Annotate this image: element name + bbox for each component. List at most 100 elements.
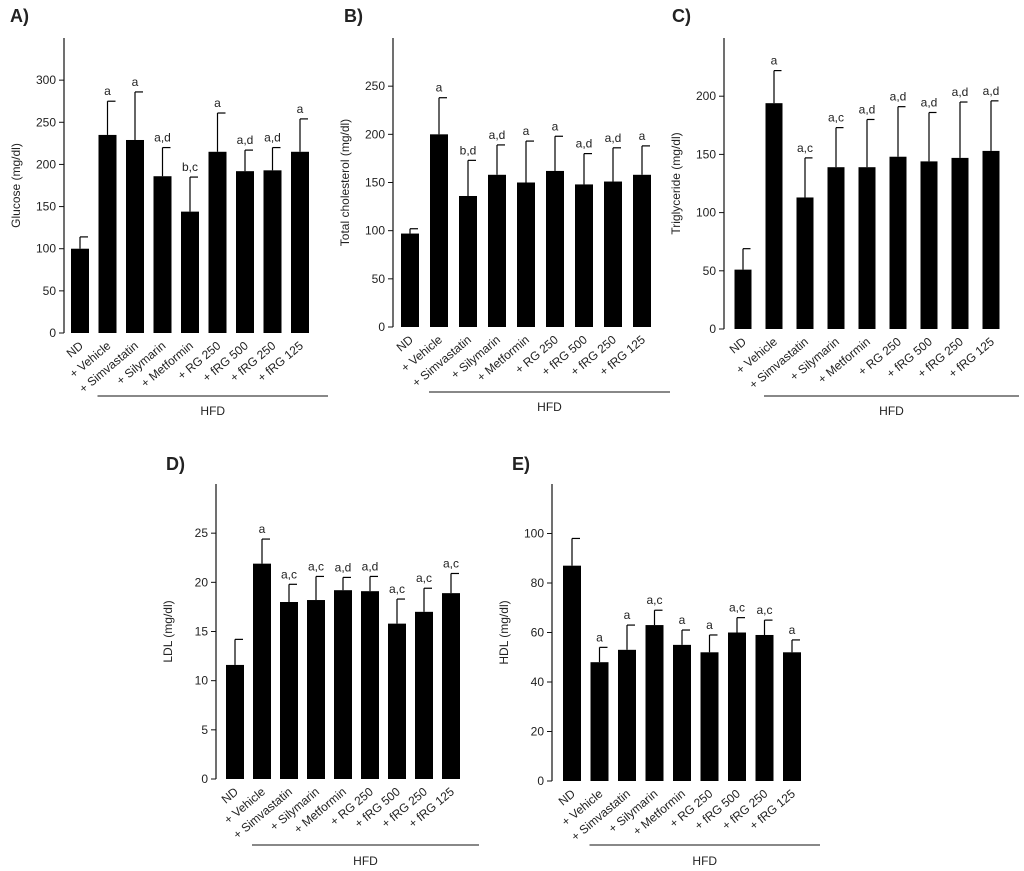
y-tick-label: 150 <box>365 176 385 190</box>
bar <box>226 664 244 779</box>
bar <box>98 134 117 333</box>
bar <box>442 593 460 779</box>
bar <box>604 181 622 327</box>
bar <box>361 591 379 779</box>
bar <box>673 644 691 781</box>
significance-label: b,c <box>182 160 198 174</box>
significance-label: a <box>596 630 603 644</box>
significance-label: a <box>624 608 631 622</box>
bar <box>796 197 814 329</box>
significance-label: a <box>523 124 530 138</box>
bar <box>827 167 845 329</box>
y-tick-label: 200 <box>365 127 385 141</box>
bar <box>951 157 969 329</box>
bar <box>982 150 1000 329</box>
chart-panel: B) 0 50 100 150 200 250 Total cholesterol (mg/d… <box>338 6 670 414</box>
y-tick-label: 100 <box>365 224 385 238</box>
y-axis-label: Triglyceride (mg/dl) <box>669 132 683 234</box>
y-tick-label: 15 <box>195 625 209 639</box>
y-tick-label: 20 <box>195 575 209 589</box>
bar <box>783 652 801 781</box>
y-tick-label: 20 <box>531 725 545 739</box>
significance-label: a,d <box>154 131 171 145</box>
significance-label: a,d <box>983 84 1000 98</box>
panel-label: B) <box>344 6 363 26</box>
bar <box>459 195 477 327</box>
significance-label: b,d <box>460 143 477 157</box>
significance-label: a <box>436 81 443 95</box>
bar <box>71 248 89 333</box>
y-tick-label: 250 <box>36 115 56 129</box>
significance-label: a,d <box>952 85 969 99</box>
group-label: HFD <box>692 854 717 868</box>
significance-label: a <box>297 102 304 116</box>
bar <box>618 649 636 781</box>
significance-label: a <box>706 618 713 632</box>
y-tick-label: 100 <box>524 527 544 541</box>
bar <box>181 211 199 333</box>
bar <box>633 174 651 327</box>
y-tick-label: 250 <box>365 79 385 93</box>
significance-label: a,c <box>797 141 813 155</box>
significance-label: a <box>104 84 111 98</box>
significance-label: a,d <box>859 102 876 116</box>
significance-label: a,c <box>281 567 297 581</box>
significance-label: a,c <box>416 571 432 585</box>
bar <box>415 611 433 779</box>
group-label: HFD <box>200 404 225 418</box>
group-label: HFD <box>353 854 378 868</box>
bar <box>236 171 254 333</box>
group-label: HFD <box>879 404 904 418</box>
y-axis-label: LDL (mg/dl) <box>161 600 175 662</box>
category-label: ND <box>727 334 750 356</box>
y-tick-label: 50 <box>372 272 386 286</box>
significance-label: a,d <box>890 90 907 104</box>
significance-label: a,c <box>646 593 662 607</box>
y-tick-label: 5 <box>201 723 208 737</box>
bar <box>488 174 506 327</box>
bar <box>517 182 535 327</box>
significance-label: a <box>552 119 559 133</box>
y-tick-label: 50 <box>703 264 717 278</box>
bar <box>858 167 876 329</box>
bar <box>575 184 593 327</box>
bar <box>388 623 406 779</box>
significance-label: a,c <box>389 582 405 596</box>
bar <box>401 233 419 327</box>
y-tick-label: 0 <box>49 326 56 340</box>
bar <box>126 139 144 333</box>
significance-label: a,c <box>308 559 324 573</box>
y-tick-label: 80 <box>531 576 545 590</box>
bar <box>755 634 774 781</box>
bar <box>765 103 783 330</box>
significance-label: a <box>132 75 139 89</box>
significance-label: a <box>259 522 266 536</box>
bar <box>546 170 564 327</box>
y-tick-label: 300 <box>36 73 56 87</box>
bar <box>920 161 938 329</box>
y-tick-label: 10 <box>195 674 209 688</box>
y-axis-label: HDL (mg/dl) <box>497 600 511 664</box>
bar <box>590 662 609 781</box>
bar <box>253 563 271 779</box>
significance-label: a <box>789 623 796 637</box>
y-tick-label: 40 <box>531 675 545 689</box>
significance-label: a,d <box>921 95 938 109</box>
bar <box>563 565 581 781</box>
significance-label: a,d <box>576 137 593 151</box>
panel-label: C) <box>672 6 691 26</box>
significance-label: a,d <box>237 133 254 147</box>
bar <box>208 151 227 333</box>
significance-label: a <box>679 613 686 627</box>
panel-label: D) <box>166 454 185 474</box>
y-tick-label: 200 <box>696 89 716 103</box>
y-tick-label: 100 <box>696 206 716 220</box>
group-label: HFD <box>537 400 562 414</box>
y-tick-label: 50 <box>43 284 57 298</box>
significance-label: a,d <box>264 131 281 145</box>
y-tick-label: 100 <box>36 242 56 256</box>
